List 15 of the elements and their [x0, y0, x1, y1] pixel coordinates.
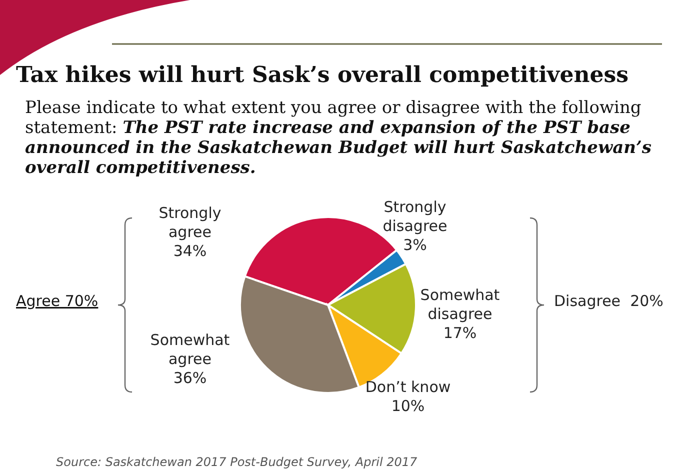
slice-label: Don’t know — [365, 378, 451, 396]
data-label: 34% — [173, 242, 207, 260]
chart-title: Tax hikes will hurt Sask’s overall competitiveness — [16, 62, 628, 88]
data-label: 3% — [403, 236, 427, 254]
source-note: Source: Saskatchewan 2017 Post-Budget Survey, April 2017 — [56, 455, 418, 469]
data-label: 17% — [443, 324, 477, 342]
slice-label: Strongly agree — [158, 204, 222, 241]
data-label: 36% — [173, 369, 207, 387]
text: Disagree 20% — [554, 292, 664, 310]
text: Agree 70% — [16, 292, 98, 310]
text: Please indicate to what extent you agree or disagree with the following statement: The PST rate increase and expansion of the PST base announced in the Saskatchewan Budget will hurt Saskatchewan’s overall competitiveness. — [25, 98, 652, 178]
slice-label: Somewhat agree — [150, 331, 230, 368]
slice-label: Somewhat disagree — [420, 286, 500, 323]
slice-label: Strongly disagree — [382, 198, 448, 235]
data-label: 10% — [391, 397, 425, 415]
